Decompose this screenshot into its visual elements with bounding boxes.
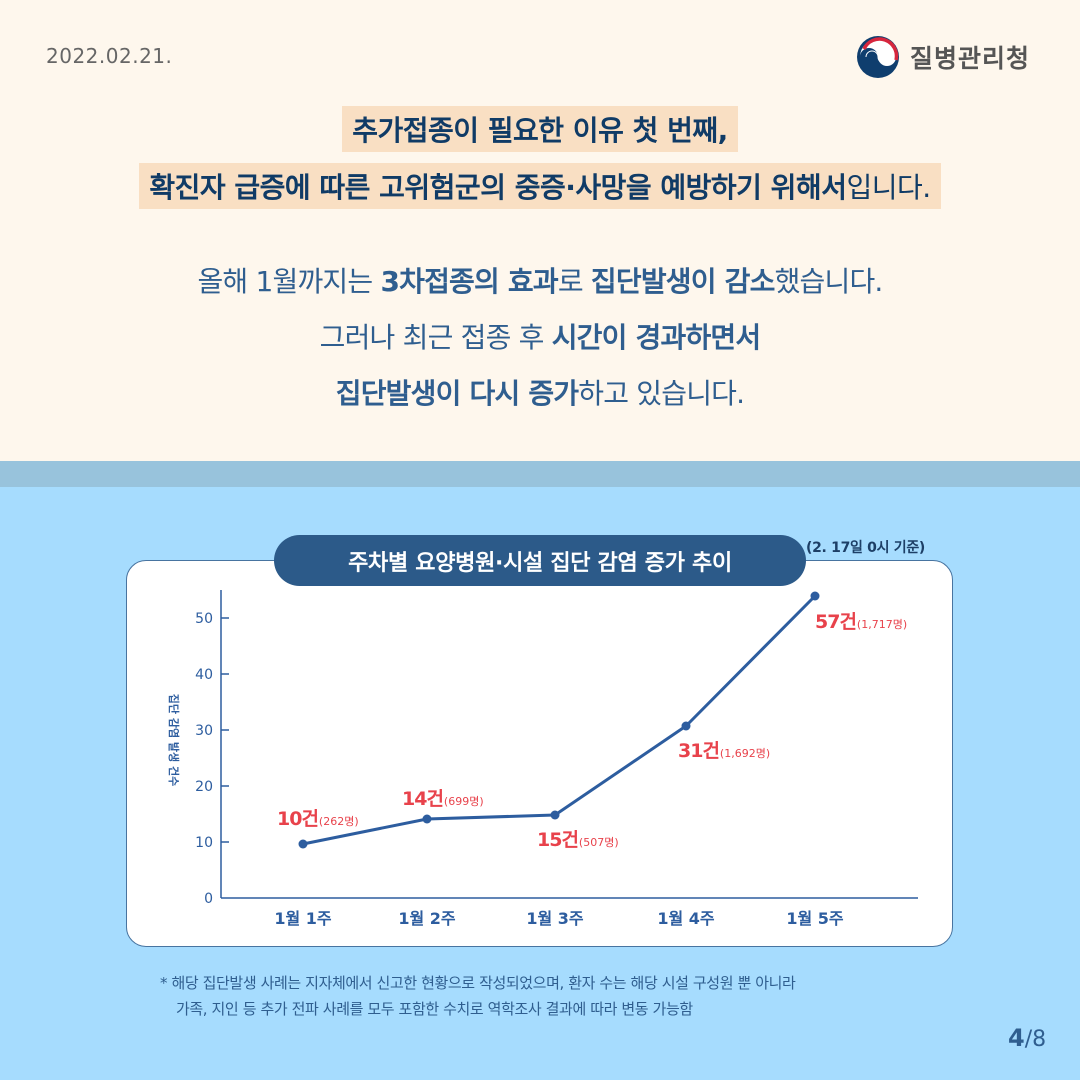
data-point: [298, 839, 308, 849]
data-label: 57건(1,717명): [815, 611, 907, 633]
page-current: 4: [1008, 1024, 1025, 1052]
body-text-emphasis: 시간이 경과하면서: [551, 321, 761, 354]
data-point: [681, 721, 691, 731]
data-label: 14건(699명): [402, 788, 484, 810]
body-line-1: 올해 1월까지는 3차접종의 효과로 집단발생이 감소했습니다.: [0, 254, 1080, 310]
body-text-segment: 로: [557, 265, 591, 298]
headline-line-2-light: 입니다.: [846, 171, 931, 204]
data-points: [298, 591, 820, 849]
body-line-2: 그러나 최근 접종 후 시간이 경과하면서: [0, 310, 1080, 366]
data-point: [422, 814, 432, 824]
footnote-line-2: 가족, 지인 등 추가 전파 사례를 모두 포함한 수치로 역학조사 결과에 따…: [176, 1000, 693, 1018]
body-text-segment: 하고 있습니다.: [578, 377, 745, 410]
publish-date: 2022.02.21.: [46, 44, 173, 68]
chart-basis-date: (2. 17일 0시 기준): [806, 540, 926, 556]
chart-title: 주차별 요양병원·시설 집단 감염 증가 추이: [274, 535, 806, 586]
x-category-label: 1월 3주: [526, 909, 584, 928]
y-tick-label: 40: [195, 667, 213, 683]
x-category-label: 1월 5주: [786, 909, 844, 928]
y-tick-label: 20: [195, 779, 213, 795]
body-line-3: 집단발생이 다시 증가하고 있습니다.: [0, 366, 1080, 422]
headline-line-1: 추가접종이 필요한 이유 첫 번째,: [342, 106, 738, 152]
data-point: [550, 810, 560, 820]
body-text-segment: 올해 1월까지는: [197, 265, 381, 298]
x-category-label: 1월 2주: [398, 909, 456, 928]
body-text-emphasis: 3차접종의 효과: [380, 265, 558, 298]
data-label: 15건(507명): [537, 829, 619, 851]
x-category-label: 1월 1주: [274, 909, 332, 928]
y-tick-label: 0: [204, 891, 213, 907]
headline-line-2-bold: 확진자 급증에 따른 고위험군의 중증·사망을 예방하기 위해서: [149, 171, 847, 204]
headline-line-2: 확진자 급증에 따른 고위험군의 중증·사망을 예방하기 위해서입니다.: [139, 163, 941, 209]
y-tick-label: 30: [195, 723, 213, 739]
footnote: * 해당 집단발생 사례는 지자체에서 신고한 현황으로 작성되었으며, 환자 …: [160, 970, 796, 1022]
body-text: 올해 1월까지는 3차접종의 효과로 집단발생이 감소했습니다. 그러나 최근 …: [0, 254, 1080, 422]
y-axis-ticks: 0 10 20 30 40 50: [195, 611, 229, 907]
series-line: [302, 594, 817, 846]
body-text-segment: 했습니다.: [774, 265, 884, 298]
divider-band: [0, 461, 1080, 487]
data-labels: 10건(262명) 14건(699명) 15건(507명) 31건(1,692명) 57…: [277, 611, 907, 851]
data-point: [810, 591, 820, 601]
kdca-logo: 질병관리청: [856, 35, 1030, 79]
x-axis-categories: 1월 1주 1월 2주 1월 3주 1월 4주 1월 5주: [274, 909, 844, 928]
footnote-line-1: * 해당 집단발생 사례는 지자체에서 신고한 현황으로 작성되었으며, 환자 …: [160, 974, 796, 992]
chart-card: [126, 560, 953, 947]
svg-text:집단 감염 발생 건수: 집단 감염 발생 건수: [167, 694, 181, 786]
body-text-emphasis: 집단발생이 다시 증가: [335, 377, 579, 410]
x-category-label: 1월 4주: [657, 909, 715, 928]
y-tick-label: 50: [195, 611, 213, 627]
data-label: 31건(1,692명): [678, 740, 770, 762]
data-label: 10건(262명): [277, 808, 359, 830]
top-section: [0, 0, 1080, 461]
taegeuk-emblem-icon: [857, 36, 899, 78]
headline: 추가접종이 필요한 이유 첫 번째, 확진자 급증에 따른 고위험군의 중증·사…: [0, 106, 1080, 220]
y-axis-label: 집단 감염 발생 건수: [167, 694, 181, 786]
page-total: /8: [1024, 1027, 1047, 1052]
body-text-segment: 그러나 최근 접종 후: [319, 321, 552, 354]
body-text-emphasis: 집단발생이 감소: [590, 265, 775, 298]
page-indicator: 4/8: [1008, 1024, 1046, 1052]
y-tick-label: 10: [195, 835, 213, 851]
logo-text: 질병관리청: [910, 44, 1031, 73]
